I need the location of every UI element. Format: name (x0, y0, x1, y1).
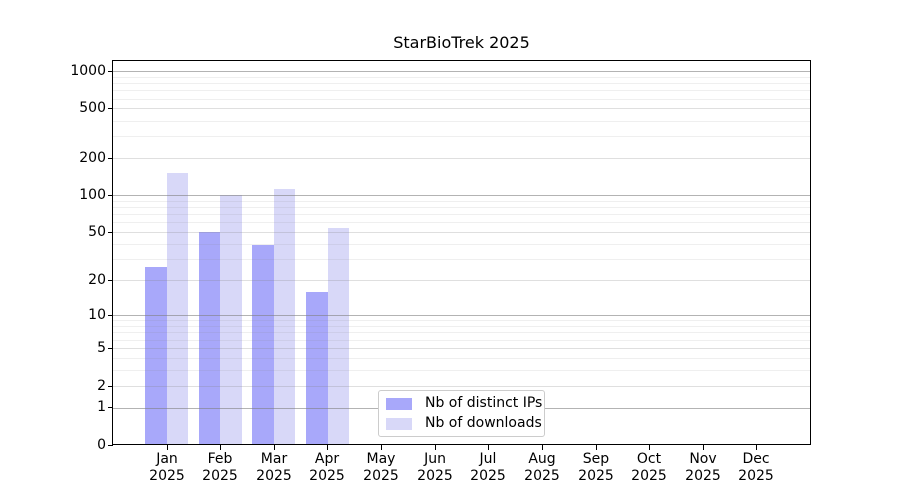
x-tick-label-dec-2025: Dec 2025 (738, 451, 774, 484)
plot-area (112, 60, 811, 445)
y-tick-label-500: 500 (79, 100, 106, 116)
x-tick-mark-7 (488, 445, 489, 450)
y-tick-mark-5 (108, 348, 113, 349)
x-tick-mark-4 (327, 445, 328, 450)
y-tick-mark-100 (108, 195, 113, 196)
bar-nb-of-downloads-feb-2025 (220, 194, 242, 444)
x-tick-mark-9 (596, 445, 597, 450)
gridline-y-6 (113, 339, 810, 341)
x-tick-label-aug-2025: Aug 2025 (524, 451, 560, 484)
y-tick-label-5: 5 (97, 340, 106, 356)
bars-layer (113, 61, 810, 444)
gridline-y-3 (113, 369, 810, 371)
x-tick-label-oct-2025: Oct 2025 (631, 451, 667, 484)
x-tick-mark-2 (220, 445, 221, 450)
y-tick-mark-1000 (108, 71, 113, 72)
x-tick-label-nov-2025: Nov 2025 (685, 451, 721, 484)
y-tick-mark-0 (108, 445, 113, 446)
gridline-y-800 (113, 83, 810, 84)
x-tick-label-jan-2025: Jan 2025 (149, 451, 185, 484)
gridline-y-4 (113, 357, 810, 359)
y-tick-mark-50 (108, 232, 113, 233)
bar-nb-of-distinct-ips-jan-2025 (145, 266, 167, 444)
y-tick-label-20: 20 (88, 272, 106, 288)
legend-label-downloads: Nb of downloads (425, 415, 542, 431)
bar-nb-of-distinct-ips-mar-2025 (252, 245, 274, 444)
gridline-y-8 (113, 326, 810, 327)
gridline-y-50 (113, 232, 810, 234)
y-tick-label-2: 2 (97, 378, 106, 394)
y-tick-label-200: 200 (79, 150, 106, 166)
x-tick-label-may-2025: May 2025 (363, 451, 399, 484)
x-tick-label-sep-2025: Sep 2025 (578, 451, 614, 484)
bar-nb-of-downloads-mar-2025 (273, 189, 296, 444)
bar-nb-of-distinct-ips-apr-2025 (306, 291, 328, 444)
gridline-y-30 (113, 259, 810, 261)
gridline-y-60 (113, 222, 810, 224)
gridline-y-9 (113, 320, 810, 322)
gridline-y-70 (113, 214, 810, 216)
gridline-y-200 (113, 157, 810, 159)
x-tick-label-feb-2025: Feb 2025 (202, 451, 238, 484)
gridline-y-80 (113, 207, 810, 209)
legend: Nb of distinct IPs Nb of downloads (378, 390, 545, 437)
x-tick-label-jul-2025: Jul 2025 (470, 451, 506, 484)
x-tick-mark-10 (649, 445, 650, 450)
y-tick-label-50: 50 (88, 224, 106, 240)
bar-nb-of-downloads-apr-2025 (327, 228, 349, 444)
y-tick-mark-500 (108, 108, 113, 109)
y-tick-mark-2 (108, 386, 113, 387)
grid-layer (113, 61, 810, 444)
x-tick-mark-5 (381, 445, 382, 450)
y-tick-mark-1 (108, 407, 113, 408)
x-tick-label-jun-2025: Jun 2025 (417, 451, 453, 484)
gridline-y-400 (113, 120, 810, 122)
legend-item-distinct-ips: Nb of distinct IPs (386, 396, 542, 411)
x-tick-label-apr-2025: Apr 2025 (309, 451, 345, 484)
gridline-y-7 (113, 332, 810, 334)
gridline-y-2 (113, 385, 810, 387)
y-tick-mark-200 (108, 158, 113, 159)
chart-title: StarBioTrek 2025 (393, 33, 530, 52)
bar-nb-of-downloads-jan-2025 (166, 173, 189, 444)
y-tick-mark-20 (108, 280, 113, 281)
bar-nb-of-distinct-ips-feb-2025 (198, 232, 221, 444)
x-tick-mark-8 (542, 445, 543, 450)
x-tick-label-mar-2025: Mar 2025 (256, 451, 292, 484)
y-tick-label-100: 100 (79, 187, 106, 203)
x-tick-mark-6 (435, 445, 436, 450)
gridline-y-10 (113, 315, 810, 317)
gridline-y-300 (113, 136, 810, 137)
gridline-y-600 (113, 98, 810, 100)
gridline-y-900 (113, 76, 810, 78)
legend-swatch-distinct-ips-icon (386, 397, 412, 410)
x-tick-mark-11 (703, 445, 704, 450)
gridline-y-5 (113, 348, 810, 349)
gridline-y-1000 (113, 70, 810, 72)
y-tick-label-1: 1 (97, 399, 106, 415)
gridline-y-700 (113, 90, 810, 92)
y-tick-label-10: 10 (88, 307, 106, 323)
legend-swatch-downloads-icon (386, 417, 412, 430)
gridline-y-20 (113, 280, 810, 282)
y-tick-label-1000: 1000 (70, 63, 106, 79)
x-tick-mark-1 (167, 445, 168, 450)
x-tick-mark-3 (274, 445, 275, 450)
y-tick-mark-10 (108, 315, 113, 316)
legend-item-downloads: Nb of downloads (386, 416, 542, 431)
gridline-y-500 (113, 108, 810, 110)
y-tick-label-0: 0 (97, 437, 106, 453)
gridline-y-100 (113, 195, 810, 197)
x-tick-mark-12 (756, 445, 757, 450)
legend-label-distinct-ips: Nb of distinct IPs (425, 395, 543, 411)
gridline-y-40 (113, 243, 810, 245)
gridline-y-90 (113, 200, 810, 202)
